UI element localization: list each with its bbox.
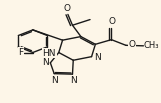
Text: O: O: [128, 40, 135, 49]
Text: N: N: [51, 76, 58, 85]
Text: O: O: [64, 4, 71, 13]
Text: N: N: [70, 76, 77, 85]
Text: N: N: [95, 53, 101, 62]
Text: CH₃: CH₃: [144, 41, 159, 50]
Text: F: F: [18, 48, 23, 57]
Text: HN: HN: [43, 49, 56, 58]
Text: O: O: [109, 18, 116, 26]
Text: N: N: [42, 58, 48, 67]
